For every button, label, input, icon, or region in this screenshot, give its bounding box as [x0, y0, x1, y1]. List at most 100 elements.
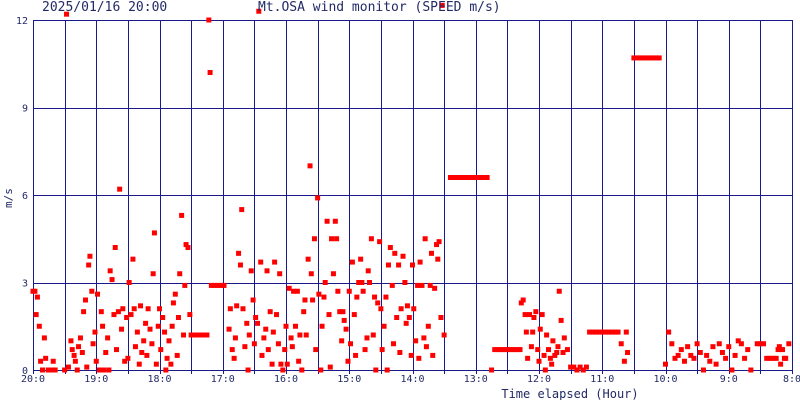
data-point — [666, 329, 672, 335]
data-point — [432, 285, 438, 291]
data-point — [87, 253, 93, 259]
data-point — [163, 367, 169, 373]
data-point — [115, 309, 121, 315]
data-point — [136, 361, 142, 367]
data-point — [256, 8, 262, 14]
data-point — [525, 355, 531, 361]
data-point — [748, 367, 754, 373]
data-point — [590, 329, 596, 335]
data-point — [261, 335, 267, 341]
data-point — [625, 350, 631, 355]
data-point — [160, 315, 166, 320]
data-point — [397, 350, 403, 355]
data-point — [263, 326, 269, 332]
data-point — [282, 347, 288, 353]
data-point — [647, 55, 653, 61]
data-point — [416, 355, 422, 361]
data-point — [504, 347, 510, 353]
data-point — [239, 207, 245, 213]
data-point — [332, 218, 338, 224]
data-point — [100, 323, 106, 329]
data-point — [106, 367, 112, 373]
data-point — [162, 329, 168, 335]
data-point — [391, 341, 397, 347]
data-point — [72, 358, 78, 364]
data-point — [707, 358, 713, 364]
data-point — [164, 355, 170, 361]
data-point — [348, 341, 354, 347]
data-point — [131, 306, 137, 312]
data-point — [609, 329, 615, 335]
data-point — [232, 335, 238, 341]
data-point — [107, 268, 113, 274]
x-tick-label: 12:0 — [527, 374, 551, 385]
data-point — [158, 347, 164, 353]
data-point — [236, 250, 242, 256]
x-tick-label: 17:0 — [211, 374, 235, 385]
data-point — [119, 326, 125, 332]
data-point — [288, 335, 294, 341]
x-tick-label: 13:0 — [464, 374, 488, 385]
data-point — [130, 256, 136, 262]
data-point — [103, 350, 109, 355]
data-point — [358, 256, 364, 262]
chart-title: Mt.OSA wind monitor (SPEED m/s) — [258, 0, 501, 15]
data-point — [79, 350, 85, 355]
data-point — [84, 364, 90, 370]
data-point — [339, 338, 345, 344]
data-point — [101, 367, 107, 373]
data-point — [132, 344, 138, 350]
data-point — [90, 341, 96, 347]
data-point — [637, 55, 643, 61]
data-point — [174, 352, 180, 358]
data-point — [95, 291, 101, 297]
data-point — [169, 323, 175, 329]
data-point — [404, 303, 410, 309]
data-point — [41, 335, 47, 341]
x-tick-label: 15:0 — [337, 374, 361, 385]
data-point — [368, 236, 374, 242]
data-point — [185, 245, 191, 250]
x-tick-label: 19:0 — [84, 374, 108, 385]
data-point — [227, 306, 233, 312]
data-point — [360, 288, 366, 294]
data-point — [738, 341, 744, 347]
data-point — [373, 367, 379, 373]
data-point — [778, 361, 784, 367]
data-point — [221, 282, 227, 288]
y-tick-labels: 0 3 6 9 12 — [16, 16, 28, 377]
data-point — [280, 367, 286, 373]
data-point — [112, 245, 118, 250]
data-point — [166, 338, 172, 344]
data-point — [780, 347, 786, 353]
data-point — [408, 352, 414, 358]
x-tick-label: 14:0 — [400, 374, 424, 385]
data-point — [81, 309, 87, 315]
data-point — [554, 350, 560, 355]
data-point — [329, 236, 335, 242]
data-point — [697, 350, 703, 355]
data-point — [435, 256, 441, 262]
data-point — [511, 347, 517, 353]
data-point — [428, 250, 434, 256]
data-point — [423, 344, 429, 350]
data-point — [302, 297, 308, 303]
data-point — [365, 268, 371, 274]
data-point — [296, 358, 302, 364]
x-axis-label: Time elapsed (Hour) — [501, 387, 638, 400]
data-point — [126, 280, 132, 285]
data-point — [259, 352, 265, 358]
data-point — [147, 326, 153, 332]
data-point — [599, 329, 605, 335]
data-point — [764, 355, 770, 361]
data-point — [335, 288, 341, 294]
data-point — [560, 350, 566, 355]
data-point — [128, 312, 134, 318]
data-point — [568, 364, 574, 370]
data-point — [517, 347, 523, 353]
data-point — [742, 355, 748, 361]
data-point — [441, 332, 447, 338]
data-point — [783, 355, 789, 361]
data-point — [36, 323, 42, 329]
data-point — [612, 329, 618, 335]
